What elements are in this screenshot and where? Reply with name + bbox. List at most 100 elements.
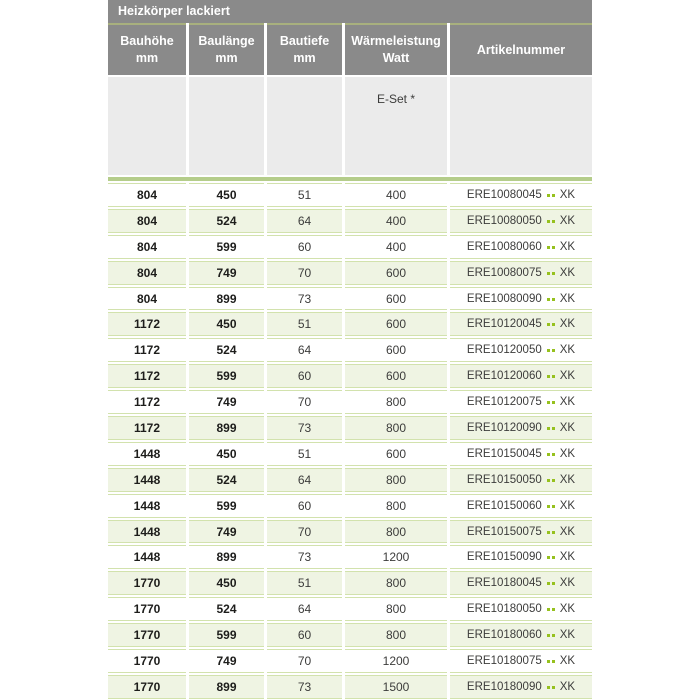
green-dot-icon (546, 323, 550, 327)
artikelnummer-suffix: XK (559, 525, 576, 538)
artikelnummer: ERE10120050 XK (467, 344, 575, 356)
cell-watt: 400 (345, 234, 447, 259)
green-dot-icon (551, 582, 555, 586)
green-dot-icon (551, 245, 555, 249)
cell-artikelnummer: ERE10150090 XK (450, 545, 592, 570)
artikelnummer-suffix: XK (559, 629, 576, 642)
cell-artikelnummer: ERE10180050 XK (450, 597, 592, 622)
artikelnummer-prefix: ERE10150045 (466, 447, 542, 460)
table-row: 1172 524 64 600 ERE10120050 XK (108, 337, 592, 363)
cell-bauhoehe: 1172 (108, 364, 186, 389)
column-header-label: Baulänge (198, 34, 255, 49)
artikelnummer-prefix: ERE10120045 (466, 318, 542, 331)
cell-artikelnummer: ERE10180090 XK (450, 674, 592, 699)
green-dot-icon (546, 659, 550, 663)
cell-bauhoehe: 1448 (108, 519, 186, 544)
cell-bautiefe: 70 (267, 260, 342, 285)
cell-bauhoehe: 804 (108, 183, 186, 207)
cell-watt: 600 (345, 364, 447, 389)
column-header-unit: mm (215, 51, 238, 65)
green-dot-icon (546, 504, 550, 508)
table-row: 1770 749 70 1200 ERE10180075 XK (108, 648, 592, 674)
green-dot-icon (546, 193, 550, 197)
subheader-cell-bauhoehe (108, 77, 186, 175)
cell-artikelnummer: ERE10080075 XK (450, 260, 592, 285)
artikelnummer-prefix: ERE10180060 (466, 629, 542, 642)
artikelnummer: ERE10180045 XK (467, 577, 575, 589)
cell-bautiefe: 70 (267, 649, 342, 673)
cell-artikelnummer: ERE10150050 XK (450, 467, 592, 492)
cell-artikelnummer: ERE10080050 XK (450, 208, 592, 233)
artikelnummer-suffix: XK (559, 577, 576, 590)
green-dot-icon (551, 426, 555, 430)
column-header-label: Wärmeleistung (351, 34, 441, 49)
green-dot-icon (551, 401, 555, 405)
cell-baulaenge: 899 (189, 286, 264, 311)
green-dot-icon (551, 685, 555, 689)
cell-bauhoehe: 1770 (108, 623, 186, 648)
green-dot-icon (546, 349, 550, 353)
artikelnummer-suffix: XK (559, 680, 576, 693)
artikelnummer-suffix: XK (559, 344, 576, 357)
cell-bauhoehe: 1448 (108, 545, 186, 570)
table-row: 804 450 51 400 ERE10080045 XK (108, 182, 592, 208)
artikelnummer: ERE10180075 XK (467, 655, 575, 667)
artikelnummer-suffix: XK (559, 396, 576, 409)
cell-baulaenge: 599 (189, 234, 264, 259)
column-header-unit: Watt (382, 51, 410, 65)
green-dot-icon (546, 608, 550, 612)
artikelnummer-prefix: ERE10180090 (466, 680, 542, 693)
artikelnummer: ERE10150090 XK (467, 551, 575, 563)
artikelnummer-prefix: ERE10120060 (466, 370, 542, 383)
green-dot-icon (546, 556, 550, 560)
cell-bauhoehe: 804 (108, 208, 186, 233)
cell-baulaenge: 450 (189, 571, 264, 596)
artikelnummer-suffix: XK (559, 473, 576, 486)
cell-baulaenge: 749 (189, 519, 264, 544)
green-dot-icon (551, 478, 555, 482)
cell-bautiefe: 51 (267, 571, 342, 596)
cell-bauhoehe: 1770 (108, 571, 186, 596)
artikelnummer-suffix: XK (559, 266, 576, 279)
cell-baulaenge: 599 (189, 623, 264, 648)
green-dot-icon (546, 634, 550, 638)
cell-baulaenge: 899 (189, 545, 264, 570)
table-row: 1770 599 60 800 ERE10180060 XK (108, 622, 592, 648)
column-header-label: Artikelnummer (476, 42, 566, 57)
green-dot-icon (551, 271, 555, 275)
cell-bautiefe: 73 (267, 674, 342, 699)
artikelnummer-prefix: ERE10180050 (466, 603, 542, 616)
cell-watt: 600 (345, 312, 447, 337)
cell-watt: 800 (345, 416, 447, 440)
cell-artikelnummer: ERE10180045 XK (450, 571, 592, 596)
cell-baulaenge: 524 (189, 467, 264, 492)
table-row: 1172 749 70 800 ERE10120075 XK (108, 389, 592, 415)
cell-bauhoehe: 804 (108, 234, 186, 259)
cell-bauhoehe: 1770 (108, 597, 186, 622)
table-row: 1448 899 73 1200 ERE10150090 XK (108, 544, 592, 570)
table-title: Heizkörper lackiert (108, 0, 592, 23)
cell-artikelnummer: ERE10080045 XK (450, 183, 592, 207)
green-dot-icon (546, 478, 550, 482)
cell-artikelnummer: ERE10120045 XK (450, 312, 592, 337)
green-dot-icon (551, 556, 555, 560)
green-dot-icon (546, 426, 550, 430)
cell-bautiefe: 73 (267, 286, 342, 311)
cell-bauhoehe: 804 (108, 260, 186, 285)
cell-bauhoehe: 1172 (108, 312, 186, 337)
green-divider (108, 177, 592, 181)
cell-baulaenge: 899 (189, 674, 264, 699)
green-dot-icon (546, 375, 550, 379)
cell-bautiefe: 70 (267, 390, 342, 415)
eset-label: E-Set * (376, 92, 415, 106)
artikelnummer-suffix: XK (559, 603, 576, 616)
cell-bautiefe: 64 (267, 597, 342, 622)
cell-bauhoehe: 1448 (108, 467, 186, 492)
cell-bauhoehe: 1448 (108, 441, 186, 466)
artikelnummer: ERE10150060 XK (467, 500, 575, 512)
table-row: 804 749 70 600 ERE10080075 XK (108, 260, 592, 286)
green-dot-icon (551, 530, 555, 534)
cell-baulaenge: 599 (189, 364, 264, 389)
artikelnummer: ERE10080060 XK (467, 241, 575, 253)
cell-baulaenge: 599 (189, 493, 264, 518)
